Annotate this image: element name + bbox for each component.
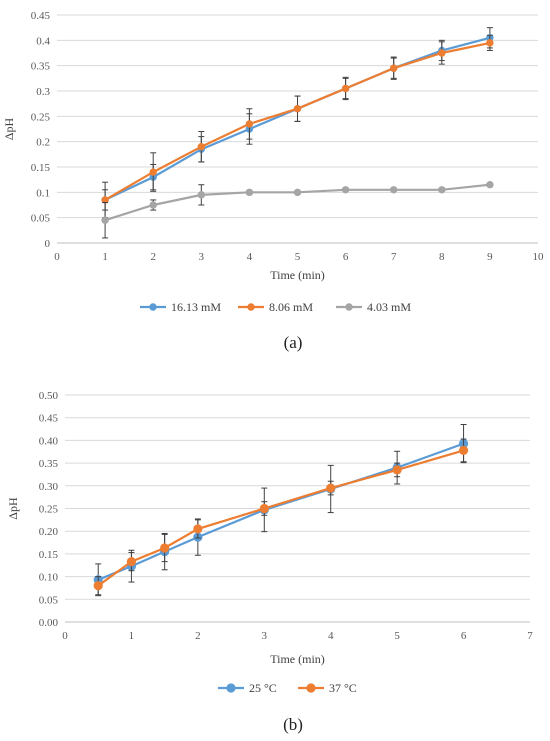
x-tick-label: 10 <box>533 251 545 263</box>
y-tick-label: 0.05 <box>31 213 51 225</box>
y-axis-title: ΔpH <box>6 497 20 520</box>
y-tick-label: 0.10 <box>39 572 59 584</box>
data-point <box>438 49 446 57</box>
data-point <box>197 191 205 199</box>
data-point <box>101 216 109 224</box>
y-tick-label: 0.45 <box>39 413 59 425</box>
x-tick-label: 0 <box>62 630 68 642</box>
legend-swatch-marker <box>306 683 316 693</box>
data-point <box>126 557 137 567</box>
y-tick-label: 0.1 <box>36 187 50 199</box>
legend-entry-label: 25 °C <box>249 681 277 695</box>
data-point <box>93 581 103 591</box>
panel-label: (b) <box>283 715 303 734</box>
data-point <box>293 188 302 197</box>
x-tick-label: 3 <box>262 630 268 642</box>
data-point <box>259 503 269 514</box>
x-tick-label: 1 <box>129 630 135 642</box>
y-tick-label: 0.25 <box>39 504 59 516</box>
y-tick-label: 0.20 <box>39 526 59 538</box>
y-tick-label: 0.15 <box>31 162 51 174</box>
x-tick-label: 6 <box>461 630 467 642</box>
x-tick-label: 6 <box>343 251 349 263</box>
data-point <box>390 64 398 72</box>
legend-swatch-marker <box>149 303 157 311</box>
data-point <box>193 524 203 534</box>
x-tick-label: 4 <box>328 630 334 642</box>
y-tick-label: 0.35 <box>39 458 59 470</box>
x-tick-label: 3 <box>199 251 205 263</box>
y-tick-label: 0.45 <box>31 10 51 22</box>
x-tick-label: 2 <box>195 630 201 642</box>
x-tick-label: 0 <box>54 251 60 263</box>
y-tick-label: 0.2 <box>36 137 50 149</box>
series-line <box>97 442 464 581</box>
data-point <box>160 543 170 553</box>
data-point <box>438 186 446 194</box>
y-tick-label: 0.4 <box>36 35 50 47</box>
y-tick-label: 0.3 <box>36 86 50 98</box>
data-point <box>392 465 402 475</box>
data-point <box>293 105 302 113</box>
series-line <box>97 449 464 587</box>
data-point <box>341 186 350 194</box>
y-tick-label: 0.00 <box>39 617 59 629</box>
x-axis-title: Time (min) <box>270 268 325 282</box>
y-tick-label: 0.30 <box>39 481 59 493</box>
chart-panel-b: 0.00 0.05 0.10 0.15 0.20 0.25 0.30 0.35 0.40 0.45… <box>6 390 533 734</box>
legend-swatch-marker <box>247 303 255 311</box>
x-tick-label: 9 <box>487 251 493 263</box>
chart-panel-a: 0 0.05 0.1 0.15 0.2 0.25 0.3 0.35 0.4 0.45 0 1 2 3 4 5 6… <box>2 10 544 352</box>
legend-entry-label: 37 °C <box>329 681 357 695</box>
x-tick-label: 2 <box>150 251 156 263</box>
y-tick-label: 0.05 <box>39 594 59 606</box>
x-axis-title: Time (min) <box>270 652 325 666</box>
y-axis-title: ΔpH <box>2 117 16 140</box>
legend-swatch-marker <box>345 303 353 311</box>
x-tick-label: 5 <box>394 630 400 642</box>
data-point <box>486 39 494 47</box>
legend-entry-label: 4.03 mM <box>367 300 411 314</box>
x-tick-label: 7 <box>391 251 397 263</box>
data-point <box>197 143 205 151</box>
x-tick-label: 1 <box>102 251 108 263</box>
y-tick-label: 0.15 <box>39 549 59 561</box>
data-point <box>245 120 254 128</box>
data-point <box>326 483 336 493</box>
y-tick-label: 0.40 <box>39 435 59 447</box>
x-tick-label: 8 <box>439 251 445 263</box>
x-tick-label: 7 <box>527 630 533 642</box>
x-tick-label: 4 <box>247 251 253 263</box>
panel-label: (a) <box>284 333 303 352</box>
data-point <box>245 188 254 197</box>
data-point <box>390 186 398 194</box>
data-point <box>149 168 157 176</box>
x-tick-label: 5 <box>295 251 301 263</box>
y-tick-label: 0 <box>45 238 51 250</box>
data-point <box>101 196 109 204</box>
y-tick-label: 0.50 <box>39 390 59 402</box>
data-point <box>149 201 157 209</box>
data-point <box>486 181 494 189</box>
y-tick-label: 0.35 <box>31 61 51 73</box>
legend-swatch-marker <box>226 683 236 693</box>
data-point <box>341 84 350 93</box>
legend-entry-label: 16.13 mM <box>171 300 221 314</box>
y-tick-label: 0.25 <box>31 111 51 123</box>
legend-entry-label: 8.06 mM <box>269 300 313 314</box>
data-point <box>458 445 469 455</box>
